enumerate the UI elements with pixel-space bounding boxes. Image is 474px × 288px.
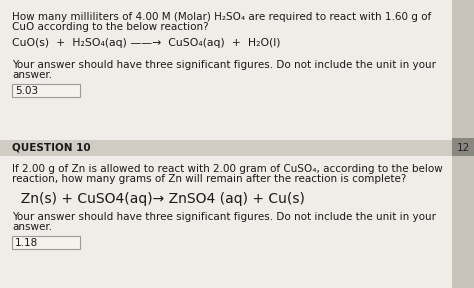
- Text: 1.18: 1.18: [15, 238, 38, 247]
- Text: answer.: answer.: [12, 222, 52, 232]
- FancyBboxPatch shape: [12, 84, 80, 97]
- Bar: [0, 156, 452, 288]
- Text: answer.: answer.: [12, 70, 52, 80]
- Text: 12: 12: [456, 143, 470, 153]
- Bar: [0, 0, 452, 140]
- Text: CuO according to the below reaction?: CuO according to the below reaction?: [12, 22, 209, 32]
- Text: If 2.00 g of Zn is allowed to react with 2.00 gram of CuSO₄, according to the be: If 2.00 g of Zn is allowed to react with…: [12, 164, 443, 174]
- Text: Your answer should have three significant figures. Do not include the unit in yo: Your answer should have three significan…: [12, 212, 436, 222]
- Text: Zn(s) + CuSO4(aq)→ ZnSO4 (aq) + Cu(s): Zn(s) + CuSO4(aq)→ ZnSO4 (aq) + Cu(s): [12, 192, 305, 206]
- Text: QUESTION 10: QUESTION 10: [12, 143, 91, 153]
- Text: CuO(s)  +  H₂SO₄(aq) ——→  CuSO₄(aq)  +  H₂O(l): CuO(s) + H₂SO₄(aq) ——→ CuSO₄(aq) + H₂O(l…: [12, 38, 281, 48]
- FancyBboxPatch shape: [12, 236, 80, 249]
- Text: reaction, how many grams of Zn will remain after the reaction is complete?: reaction, how many grams of Zn will rema…: [12, 174, 406, 184]
- Text: 5.03: 5.03: [15, 86, 38, 96]
- Text: How many milliliters of 4.00 M (Molar) H₂SO₄ are required to react with 1.60 g o: How many milliliters of 4.00 M (Molar) H…: [12, 12, 431, 22]
- Bar: [0, 140, 452, 156]
- Text: Your answer should have three significant figures. Do not include the unit in yo: Your answer should have three significan…: [12, 60, 436, 70]
- Bar: [452, 138, 474, 156]
